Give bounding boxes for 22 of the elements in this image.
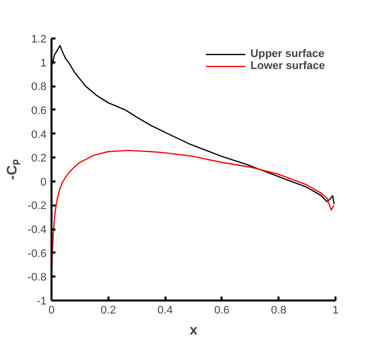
y-tick-label: -0.2: [28, 200, 47, 212]
y-tick-label: -0.6: [28, 248, 47, 260]
x-tick-label: 0.8: [271, 304, 286, 316]
x-tick-label: 0.2: [100, 304, 116, 316]
y-tick-label: 0.4: [31, 128, 47, 141]
y-tick-label: 0: [40, 176, 47, 188]
y-tick-label: 1: [40, 57, 47, 70]
y-tick-label: -0.4: [28, 224, 47, 236]
legend-label: Upper surface: [250, 48, 324, 60]
y-tick-label: 1.2: [31, 34, 47, 46]
x-axis-title: x: [190, 322, 198, 338]
y-tick-label: 0.8: [31, 81, 47, 94]
y-tick-label: -1: [36, 296, 46, 308]
x-tick-label: 0: [48, 304, 55, 316]
x-tick-label: 0.4: [157, 304, 173, 316]
legend-label: Lower surface: [250, 60, 325, 72]
x-tick-label: 1: [332, 304, 339, 316]
y-tick-label: 0.6: [31, 104, 47, 117]
y-tick-label: 0.2: [31, 152, 47, 165]
y-axis-title: -Cₚ: [4, 159, 21, 180]
x-tick-label: 0.6: [214, 304, 230, 316]
y-tick-label: -0.8: [28, 272, 47, 284]
